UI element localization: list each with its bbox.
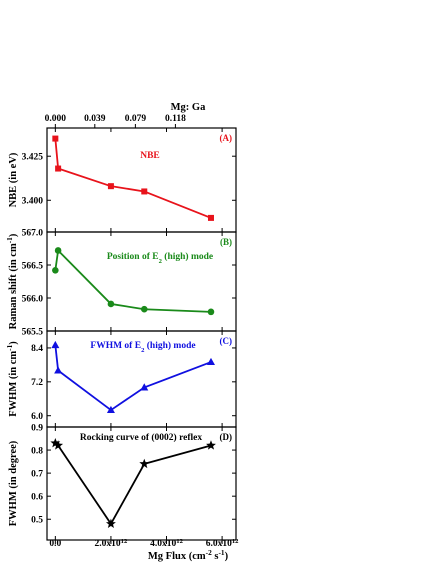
series-line xyxy=(54,345,212,411)
top-tick-label: 0.079 xyxy=(125,114,147,124)
y-axis-label: FWHM (in cm-1) xyxy=(5,341,20,417)
data-point xyxy=(52,135,59,142)
y-tick-label: 567.0 xyxy=(22,228,44,238)
top-tick-label: 0.118 xyxy=(165,114,186,124)
annotation: FWHM of E2 (high) mode xyxy=(90,340,195,354)
bottom-tick-label: 4.0x1012 xyxy=(150,538,183,550)
y-tick-label: 7.2 xyxy=(31,378,43,388)
panel-label: (C) xyxy=(220,336,233,346)
series-line xyxy=(54,138,212,219)
y-tick-label: 3.425 xyxy=(22,153,44,163)
data-point xyxy=(206,357,215,366)
y-tick-label: 0.5 xyxy=(31,516,43,526)
data-point xyxy=(52,266,59,274)
y-tick-label: 0.9 xyxy=(31,423,43,433)
top-tick-label: 0.039 xyxy=(84,114,106,124)
series-line xyxy=(54,442,212,525)
y-tick-label: 0.6 xyxy=(31,492,43,502)
data-point xyxy=(106,405,115,414)
y-tick-label: 3.400 xyxy=(22,197,44,207)
y-axis-label: NBE (in eV) xyxy=(8,152,19,207)
data-point xyxy=(140,305,148,313)
data-point xyxy=(140,383,149,391)
top-tick-label: 0.000 xyxy=(45,114,67,124)
y-tick-label: 6.0 xyxy=(31,412,43,422)
panel-label: (B) xyxy=(220,237,232,247)
y-tick-label: 566.5 xyxy=(22,261,44,271)
data-point xyxy=(53,440,64,450)
data-point xyxy=(107,183,114,190)
y-axis-label: FWHM (in degree) xyxy=(8,440,19,526)
y-tick-label: 0.7 xyxy=(31,469,43,479)
data-point xyxy=(206,440,216,450)
y-axis-label: Raman shift (in cm-1) xyxy=(5,233,20,329)
data-point xyxy=(107,300,115,308)
panel-c: 6.0 7.2 8.4 FWHM (in cm-1) (C) FWHM of E2 (hi… xyxy=(5,330,237,428)
y-tick-label: 565.5 xyxy=(22,327,44,337)
panel-label: (D) xyxy=(220,432,233,442)
y-tick-label: 8.4 xyxy=(31,344,43,354)
data-point xyxy=(105,518,116,529)
panel-frame xyxy=(46,426,237,541)
data-point xyxy=(139,458,150,469)
annotation: Rocking curve of (0002) reflex xyxy=(80,432,202,443)
data-point xyxy=(54,247,62,254)
data-point xyxy=(207,214,214,221)
data-point xyxy=(51,340,60,349)
y-tick-label: 0.8 xyxy=(31,446,43,456)
annotation: NBE xyxy=(140,151,160,161)
panel-label: (A) xyxy=(220,133,233,143)
data-point xyxy=(54,366,63,374)
bottom-tick-label: 2.0x1012 xyxy=(95,538,128,550)
annotation: Position of E2 (high) mode xyxy=(107,251,213,265)
bottom-tick-label: 0.0 xyxy=(49,539,61,549)
data-point xyxy=(50,437,61,448)
bottom-axis-label: Mg Flux (cm-2 s-1) xyxy=(148,548,229,563)
panel-frame xyxy=(46,330,237,428)
data-point xyxy=(207,308,215,316)
panel-d: 0.5 0.6 0.7 0.8 0.9 FWHM (in degree) (D) Rockin… xyxy=(8,423,237,541)
top-axis: 0.000 0.039 0.079 0.118 xyxy=(45,114,186,128)
data-point xyxy=(55,165,62,172)
panel-frame xyxy=(46,231,237,332)
bottom-axis: 0.0 2.0x1012 4.0x1012 6.0x1012 xyxy=(49,538,239,550)
top-axis-label: Mg: Ga xyxy=(171,102,206,113)
y-tick-label: 566.0 xyxy=(22,294,44,304)
bottom-tick-label: 6.0x1012 xyxy=(206,538,239,550)
data-point xyxy=(141,188,148,195)
